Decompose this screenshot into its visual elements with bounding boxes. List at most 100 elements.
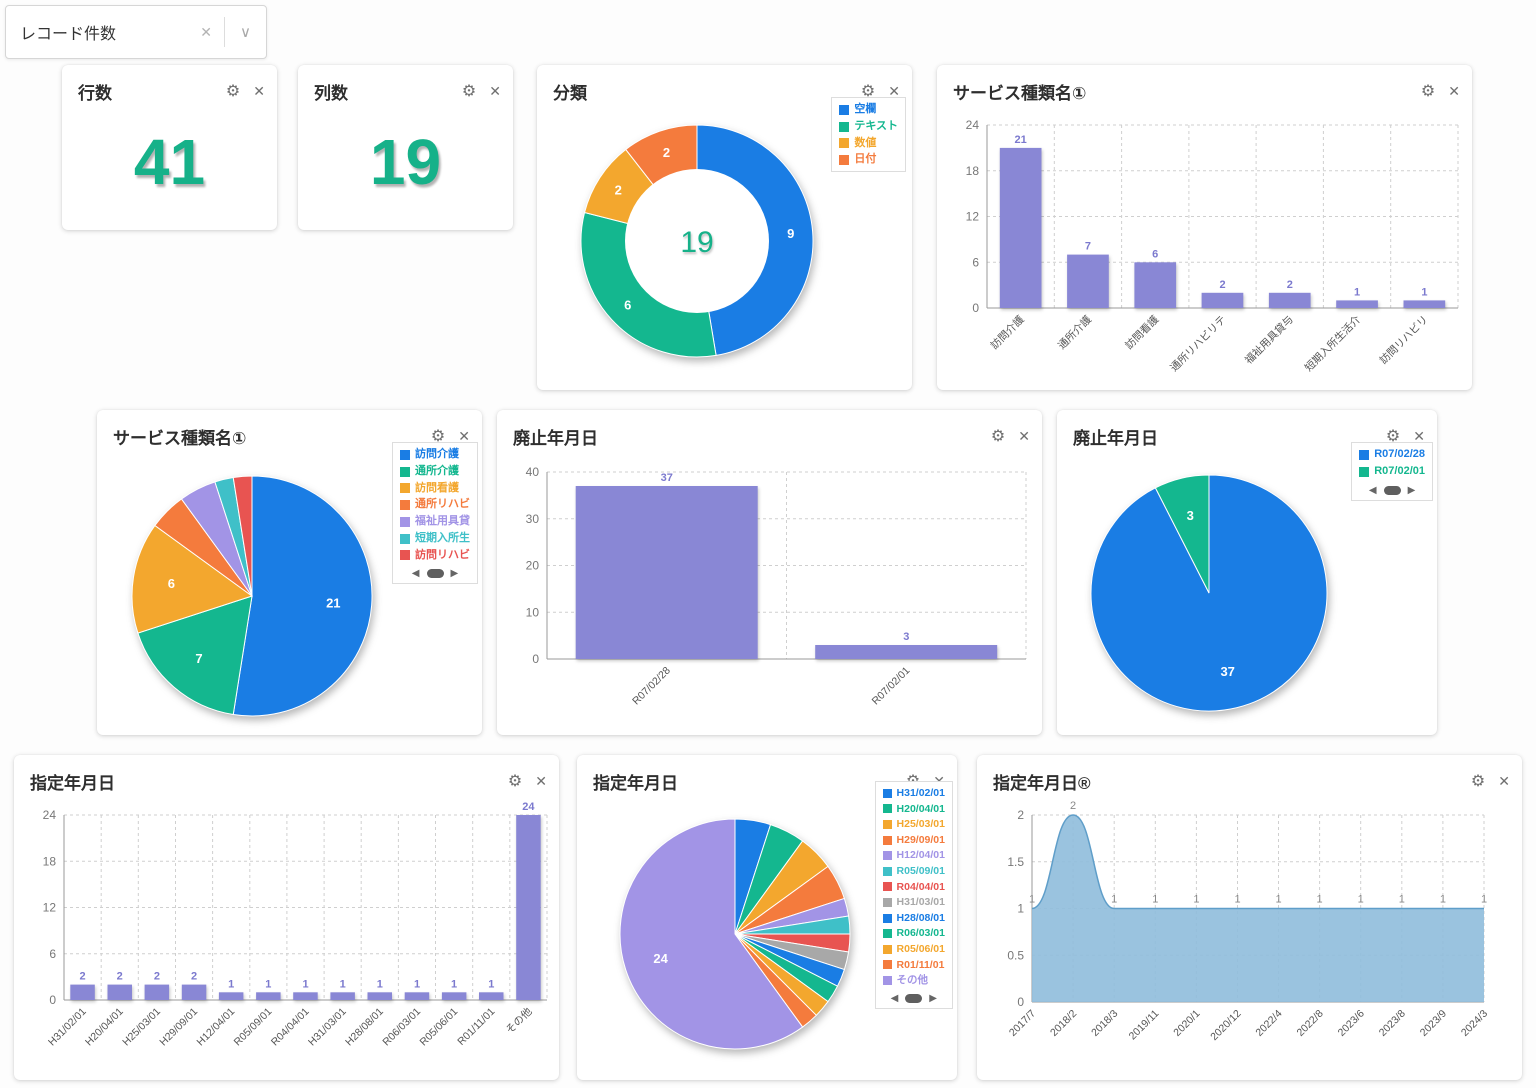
close-icon[interactable]: ✕ (489, 82, 501, 99)
pie-slice[interactable] (131, 524, 254, 634)
legend-next-icon[interactable]: ▶ (450, 568, 459, 580)
legend-item[interactable]: R07/02/01 (1359, 465, 1425, 479)
legend-next-icon[interactable]: ▶ (929, 992, 937, 1004)
pie-slice[interactable] (232, 475, 373, 717)
bar[interactable] (1201, 292, 1244, 309)
legend-item[interactable]: 数値 (839, 137, 898, 151)
bar[interactable] (1268, 292, 1311, 309)
legend-item[interactable]: H28/08/01 (882, 912, 945, 925)
pie-slice[interactable] (1154, 474, 1210, 594)
legend-swatch (839, 138, 850, 149)
legend-item[interactable]: H29/09/01 (882, 834, 945, 847)
svg-text:1: 1 (1440, 894, 1446, 906)
gear-icon[interactable]: ⚙ (1385, 428, 1401, 445)
bar[interactable] (441, 992, 467, 1000)
bar[interactable] (330, 992, 355, 1000)
gear-icon[interactable]: ⚙ (990, 428, 1006, 445)
legend-item[interactable]: 訪問看護 (400, 482, 470, 496)
bar[interactable] (404, 992, 430, 1000)
bar[interactable] (575, 486, 758, 659)
legend-item[interactable]: 訪問介護 (400, 448, 470, 462)
legend-prev-icon[interactable]: ◀ (411, 568, 420, 580)
category-donut-chart[interactable]: 9 6 2 2 19 (537, 101, 912, 390)
abolition-date-bar-chart[interactable]: 0 10 20 30 40 37 R07/02/28 3 R07/02/01 (497, 446, 1042, 735)
svg-text:2017/7: 2017/7 (1007, 1008, 1038, 1039)
legend-item[interactable]: R06/03/01 (882, 927, 945, 940)
svg-text:2: 2 (154, 971, 160, 983)
svg-text:9: 9 (787, 226, 794, 241)
svg-text:訪問リハビリ: 訪問リハビリ (1377, 313, 1431, 367)
close-icon[interactable]: ✕ (888, 82, 900, 99)
chevron-down-icon[interactable]: ∨ (240, 24, 251, 41)
bar[interactable] (479, 992, 504, 1000)
bar[interactable] (1134, 262, 1177, 309)
bar[interactable] (1336, 300, 1378, 308)
close-icon[interactable]: ✕ (1448, 82, 1460, 99)
legend-item[interactable]: H12/04/01 (882, 849, 945, 862)
bar[interactable] (218, 992, 244, 1000)
legend-item[interactable]: H20/04/01 (882, 803, 945, 816)
bar[interactable] (367, 992, 393, 1000)
legend-prev-icon[interactable]: ◀ (1368, 484, 1377, 496)
abolition-date-pie-chart[interactable]: 37 3 (1057, 446, 1437, 735)
bar[interactable] (70, 984, 95, 1000)
legend-item[interactable]: 通所介護 (400, 465, 470, 479)
designation-date-bar-chart[interactable]: 0 6 12 18 24 2 H31/02/01 2 H20/04/01 2 H25/03/01 2 H… (14, 791, 559, 1080)
legend-item[interactable]: 福祉用具貸 (400, 515, 470, 529)
designation-date-pie-chart[interactable]: 24 (577, 791, 957, 1080)
bar[interactable] (144, 984, 170, 1000)
close-icon[interactable]: ✕ (1018, 427, 1030, 444)
bar[interactable] (293, 992, 318, 1000)
legend-item[interactable]: R01/11/01 (882, 959, 945, 972)
legend-item[interactable]: テキスト (839, 120, 898, 134)
pie-slice[interactable] (137, 595, 253, 716)
close-icon[interactable]: ✕ (253, 82, 265, 99)
bar[interactable] (181, 984, 207, 1000)
bar[interactable] (1067, 254, 1109, 308)
close-icon[interactable]: ✕ (1413, 427, 1425, 444)
card-title: サービス種類名① (113, 428, 247, 448)
gear-icon[interactable]: ⚙ (461, 83, 477, 100)
legend-item[interactable]: 通所リハビ (400, 498, 470, 512)
bar[interactable] (516, 815, 541, 1000)
record-count-filter-select[interactable]: レコード件数 ✕ ∨ (5, 5, 267, 59)
bar[interactable] (256, 992, 281, 1000)
legend-item[interactable]: 訪問リハビ (400, 549, 470, 563)
designation-date-area-chart[interactable]: 0 0.5 1 1.5 2 1 2017/7 2 2018/2 1 2018/3 1 2019/11 1 2… (977, 791, 1522, 1080)
svg-text:2: 2 (1219, 279, 1225, 291)
pie-slice[interactable] (619, 818, 804, 1050)
close-icon[interactable]: ✕ (458, 427, 470, 444)
gear-icon[interactable]: ⚙ (1420, 83, 1436, 100)
bar[interactable] (107, 984, 133, 1000)
service-type-bar-chart[interactable]: 0 6 12 18 24 21 訪問介護 7 通所介護 6 訪問看護 2 通所リハビリテ 2 福祉用具貸与 1… (937, 101, 1472, 390)
legend-item[interactable]: 日付 (839, 153, 898, 167)
svg-text:2024/3: 2024/3 (1459, 1008, 1490, 1039)
legend-item[interactable]: R05/09/01 (882, 865, 945, 878)
close-icon[interactable]: ✕ (535, 772, 547, 789)
close-icon[interactable]: ✕ (933, 773, 945, 790)
close-icon[interactable]: ✕ (1498, 772, 1510, 789)
gear-icon[interactable]: ⚙ (507, 773, 523, 790)
legend-item[interactable]: 短期入所生 (400, 532, 470, 546)
legend-prev-icon[interactable]: ◀ (890, 992, 899, 1004)
legend-item[interactable]: 空欄 (839, 103, 898, 117)
legend-item[interactable]: H31/03/01 (882, 896, 945, 909)
service-type-pie-chart[interactable]: 21 7 6 (97, 446, 482, 735)
legend-item[interactable]: その他 (882, 974, 945, 987)
bar[interactable] (999, 147, 1042, 308)
legend-item[interactable]: R04/04/01 (882, 881, 945, 894)
legend-item[interactable]: H31/02/01 (882, 787, 945, 800)
legend-next-icon[interactable]: ▶ (1407, 484, 1416, 496)
gear-icon[interactable]: ⚙ (225, 83, 241, 100)
pie-slice[interactable] (232, 475, 253, 597)
bar[interactable] (815, 645, 998, 659)
gear-icon[interactable]: ⚙ (1470, 773, 1486, 790)
legend-item[interactable]: H25/03/01 (882, 818, 945, 831)
gear-icon[interactable]: ⚙ (430, 428, 446, 445)
gear-icon[interactable]: ⚙ (860, 83, 876, 100)
bar[interactable] (1403, 300, 1446, 308)
svg-text:H20/04/01: H20/04/01 (83, 1006, 126, 1049)
clear-filter-icon[interactable]: ✕ (200, 23, 213, 40)
legend-item[interactable]: R05/06/01 (882, 943, 945, 956)
legend-item[interactable]: R07/02/28 (1359, 448, 1425, 462)
